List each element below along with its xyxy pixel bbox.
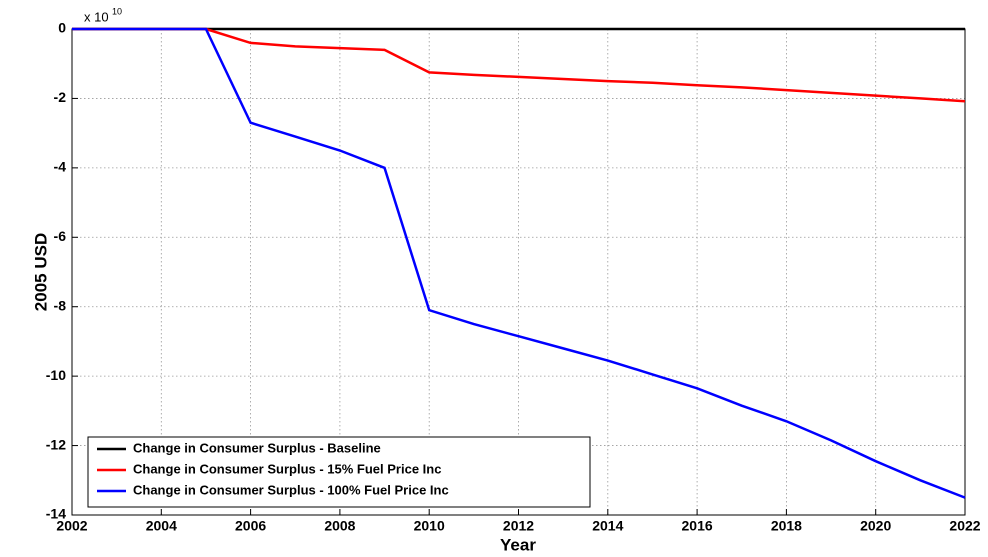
- legend-label: Change in Consumer Surplus - 15% Fuel Pr…: [133, 461, 441, 476]
- x-tick-label: 2002: [56, 518, 87, 534]
- line: [72, 27, 966, 103]
- x-tick-label: 2020: [860, 518, 891, 534]
- x-tick-label: 2008: [324, 518, 355, 534]
- y-tick-label: -10: [46, 367, 66, 383]
- x-axis-label: Year: [500, 535, 536, 554]
- x-tick-label: 2006: [235, 518, 266, 534]
- x-tick-label: 2014: [592, 518, 623, 534]
- legend-label: Change in Consumer Surplus - Baseline: [133, 440, 381, 455]
- x-tick-label: 2018: [771, 518, 802, 534]
- x-tick-label: 2016: [682, 518, 713, 534]
- y-multiplier: x 10: [84, 9, 109, 24]
- x-tick-label: 2012: [503, 518, 534, 534]
- legend-box: [87, 436, 591, 508]
- x-tick-label: 2010: [414, 518, 445, 534]
- x-tick-label: 2022: [949, 518, 980, 534]
- y-tick-label: -12: [46, 436, 66, 452]
- x-tick-label: 2004: [146, 518, 177, 534]
- legend-label: Change in Consumer Surplus - 100% Fuel P…: [133, 482, 449, 497]
- y-tick-label: -2: [54, 89, 67, 105]
- y-tick-label: -4: [54, 159, 67, 175]
- y-tick-label: -6: [54, 228, 67, 244]
- y-axis-label: 2005 USD: [31, 233, 50, 311]
- line: [72, 27, 966, 499]
- y-multiplier-exponent: 10: [112, 6, 122, 16]
- y-tick-label: -8: [54, 297, 67, 313]
- y-tick-label: -14: [46, 506, 66, 522]
- y-tick-label: 0: [58, 20, 66, 36]
